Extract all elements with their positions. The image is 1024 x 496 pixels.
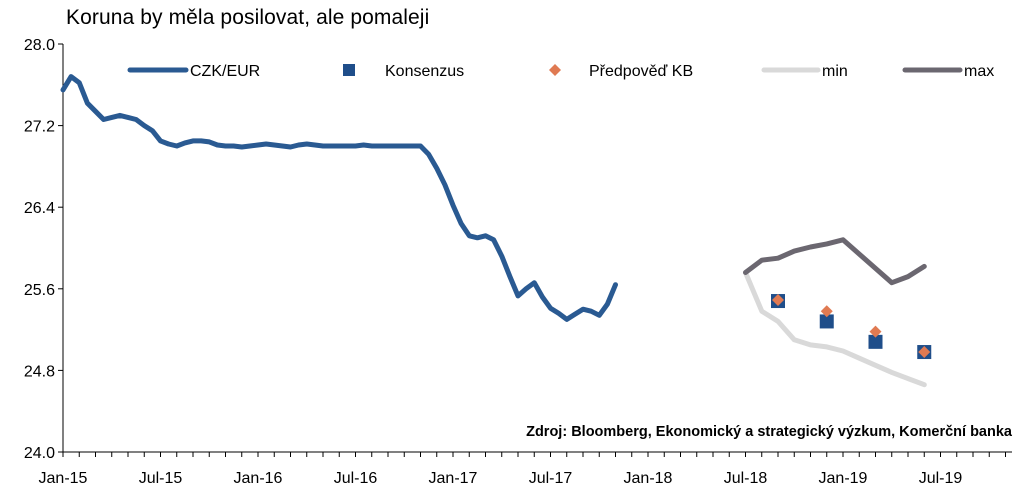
legend-swatch-p-edpov-kb [549, 64, 561, 76]
x-tick-label: Jul-19 [919, 470, 963, 487]
chart-axes: 28.0 27.2 26.4 25.6 24.8 24.0 Jan-15 Jul-15 Jan-… [24, 37, 1012, 487]
chart-legend: CZK/EUR Konsenzus Předpověď KB min max [127, 63, 994, 80]
x-tick-label: Jul-16 [334, 470, 378, 487]
predpoved-kb-point [869, 325, 882, 338]
x-tick-label: Jan-18 [624, 470, 673, 487]
konsenzus-point [819, 314, 834, 329]
x-tick-label: Jan-15 [39, 470, 88, 487]
x-tick-label: Jul-17 [529, 470, 573, 487]
chart-title: Koruna by měla posilovat, ale pomaleji [66, 6, 430, 29]
y-tick-label: 24.0 [24, 445, 55, 462]
legend-swatch-konsenzus [343, 64, 355, 76]
konsenzus-point [868, 334, 883, 349]
x-tick-label: Jan-17 [429, 470, 478, 487]
y-tick-label: 25.6 [24, 282, 55, 299]
series-line-czk-eur [60, 74, 618, 322]
predpoved-kb-point [772, 294, 784, 307]
legend-label-p-edpov-kb: Předpověď KB [589, 63, 693, 80]
x-tick-label: Jan-19 [819, 470, 868, 487]
y-tick-label: 26.4 [24, 200, 55, 217]
source-note: Zdroj: Bloomberg, Ekonomický a strategic… [526, 424, 1012, 440]
chart-series [60, 74, 932, 388]
predpoved-kb-point [820, 305, 833, 318]
predpoved-kb-point [918, 346, 931, 359]
x-tick-label: Jul-18 [724, 470, 768, 487]
series-line-max [743, 237, 927, 286]
x-tick-label: Jul-15 [139, 470, 183, 487]
series-line-min [743, 270, 927, 388]
y-tick-label: 27.2 [24, 119, 55, 136]
x-tick-label: Jan-16 [234, 470, 283, 487]
y-tick-label: 28.0 [24, 37, 55, 54]
legend-label-konsenzus: Konsenzus [385, 63, 464, 80]
legend-label-czk-eur: CZK/EUR [190, 63, 260, 80]
legend-label-max: max [964, 63, 994, 80]
y-tick-label: 24.8 [24, 363, 55, 380]
legend-label-min: min [822, 63, 848, 80]
